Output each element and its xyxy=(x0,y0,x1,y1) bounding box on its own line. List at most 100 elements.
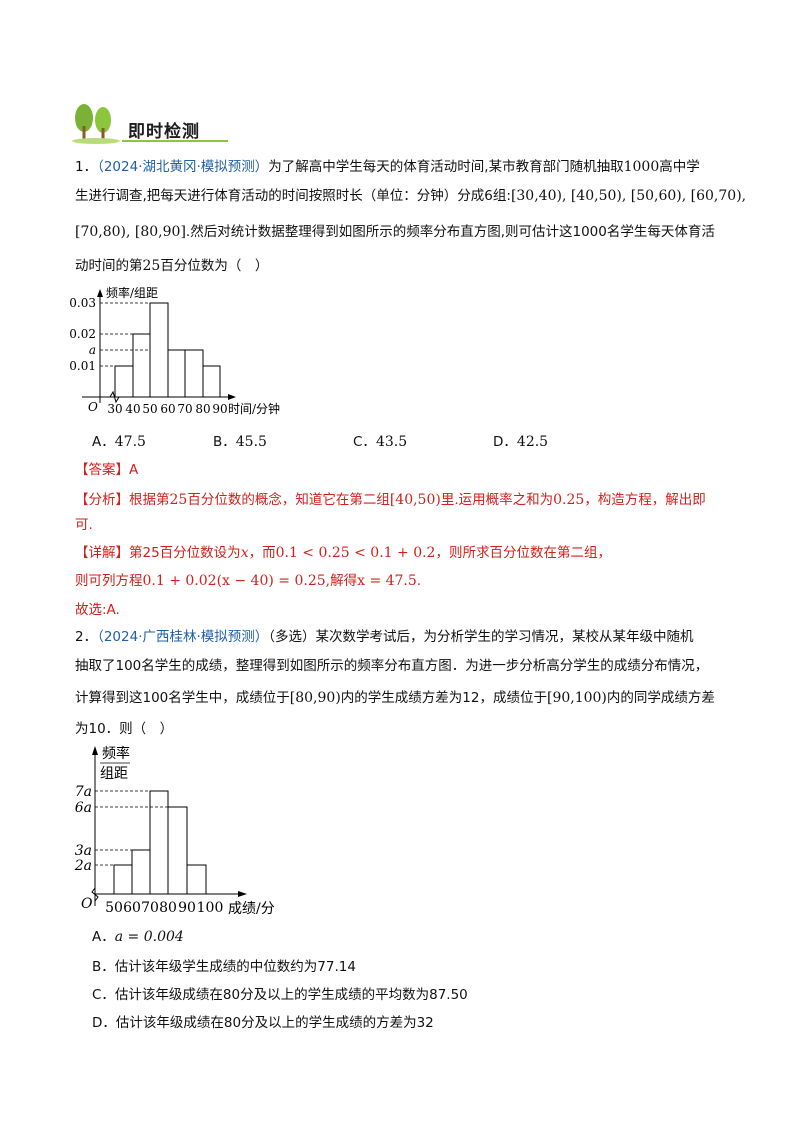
q2-bar-80-90 xyxy=(167,806,188,895)
q2-ytick: 2a xyxy=(74,858,92,874)
q2-bar-50-60 xyxy=(113,864,133,895)
q2-option-c[interactable]: C．估计该年级成绩在80分及以上的学生成绩的平均数为87.50 xyxy=(92,985,468,1005)
banner-title: 即时检测 xyxy=(128,122,200,142)
detail-text: 则可列方程 xyxy=(75,573,143,589)
option-value: 43.5 xyxy=(375,434,408,450)
q1-number: 1． xyxy=(75,159,98,175)
option-value: 47.5 xyxy=(114,434,146,450)
option-label: B． xyxy=(92,959,115,975)
q2-option-a[interactable]: A．a = 0.004 xyxy=(92,927,184,947)
detail-text: . xyxy=(416,573,422,589)
q2-xtick: 90 xyxy=(178,900,196,916)
q2-histogram: 频率 组距 7a 6a 3a 2a O 50 60 70 80 90 100 成… xyxy=(74,745,275,917)
q1-option-a[interactable]: A．47.5 xyxy=(92,432,146,452)
q1-origin: O xyxy=(88,400,98,414)
detail-text: 解得 xyxy=(330,573,358,589)
q1-y-axis-label: 频率/组距 xyxy=(106,285,158,300)
analysis-text: 百分位数的概念，知道它在第二组 xyxy=(187,492,390,508)
option-label: B． xyxy=(213,434,236,450)
q1-bar-70-80 xyxy=(184,349,204,398)
q1-answer: 【答案】A xyxy=(75,460,138,480)
q1-histogram: 频率/组距 0.03 0.02 a 0.01 O 30 40 50 60 70 … xyxy=(70,285,280,416)
q1-option-c[interactable]: C．43.5 xyxy=(353,432,407,452)
answer-value: A xyxy=(129,462,139,478)
detail-math: 0.1 + 0.02(x − 40) = 0.25, xyxy=(142,573,331,589)
q1-xtick: 60 xyxy=(160,402,175,416)
q1-choose: 故选:A. xyxy=(75,602,120,618)
analysis-text: ，构造方程，解出即 xyxy=(584,492,706,508)
q2-ytick: 7a xyxy=(75,784,92,800)
q1-ytick: a xyxy=(89,343,96,357)
q2-bar-90-100 xyxy=(186,864,207,895)
q1-option-b[interactable]: B．45.5 xyxy=(213,432,267,452)
q1-xtick: 40 xyxy=(125,402,140,416)
q1-line2: 生进行调查,把每天进行体育活动的时间按照时长（单位：分钟）分成6组:[30,40… xyxy=(75,186,746,206)
q2-bar-60-70 xyxy=(131,849,151,895)
q1-ytick: 0.02 xyxy=(70,327,96,341)
q1-option-d[interactable]: D．42.5 xyxy=(493,432,548,452)
q1-intervals: [70,80), [80,90] xyxy=(75,224,186,240)
q1-line3: [70,80), [80,90].然后对统计数据整理得到如图所示的频率分布直方图… xyxy=(75,222,715,242)
q1-xtick: 30 xyxy=(107,402,122,416)
q1-text: .然后对统计数据整理得到如图所示的频率分布直方图,则可估计这1000名学生每天体… xyxy=(185,224,715,240)
q1-bar-60-70 xyxy=(167,349,186,398)
q2-line3: 计算得到这100名学生中，成绩位于[80,90)内的学生成绩方差为12，成绩位于… xyxy=(75,688,715,708)
q1-xtick: 70 xyxy=(177,402,192,416)
option-value: 45.5 xyxy=(235,434,267,450)
q2-option-b[interactable]: B．估计该年级学生成绩的中位数约为77.14 xyxy=(92,957,356,977)
q1-bar-50-60 xyxy=(149,302,169,398)
q1-text: 为了解高中学生每天的体育活动时间,某市教育部门随机抽取 xyxy=(268,159,624,175)
section-banner: 即时检测 xyxy=(70,100,230,144)
analysis-label: 【分析】 xyxy=(75,492,129,508)
detail-label: 【详解】 xyxy=(75,545,129,561)
q2-y-label-bottom: 组距 xyxy=(100,766,128,782)
q2-text: 内的学生成绩方差为12，成绩位于 xyxy=(340,690,547,706)
analysis-text: 里.运用概率之和为 xyxy=(440,492,554,508)
q2-text: 计算得到这100名学生中，成绩位于 xyxy=(75,690,290,706)
q1-line4: 动时间的第25百分位数为（ ） xyxy=(75,256,268,276)
q1-detail-line1: 【详解】第25百分位数设为x，而0.1 < 0.25 < 0.1 + 0.2，则… xyxy=(75,543,611,563)
q1-intervals: [30,40), [40,50), [50,60), [60,70), xyxy=(510,188,747,204)
q1-percentile: 25 xyxy=(142,258,161,274)
option-value: 估计该年级学生成绩的中位数约为77.14 xyxy=(114,959,356,975)
option-label: D． xyxy=(493,434,517,450)
analysis-text: 根据第 xyxy=(129,492,170,508)
q1-analysis-line2: 可. xyxy=(75,517,93,533)
q1-xtick: 90 xyxy=(212,402,227,416)
q2-line1: 2．（2024·广西桂林·模拟预测）（多选）某次数学考试后，为分析学生的学习情况… xyxy=(75,627,694,647)
q2-ytick: 3a xyxy=(75,843,92,859)
detail-math: x xyxy=(240,545,249,561)
detail-text: ，而 xyxy=(248,545,276,561)
q2-text: 内的同学成绩方差 xyxy=(606,690,715,706)
q1-sample-size: 1000 xyxy=(623,159,660,175)
q2-interval: [80,90) xyxy=(289,690,341,706)
option-label: D． xyxy=(92,1015,116,1031)
option-label: C． xyxy=(92,987,115,1003)
q2-xtick: 80 xyxy=(159,900,177,916)
q2-interval: [90,100) xyxy=(546,690,607,706)
answer-label: 【答案】 xyxy=(75,462,129,478)
q1-ytick: 0.01 xyxy=(70,359,96,373)
banner-underline xyxy=(122,140,228,142)
analysis-math: 25 xyxy=(169,492,188,508)
q2-xtick: 100 xyxy=(197,900,224,916)
q1-bar-40-50 xyxy=(132,333,151,398)
q1-line1: 1．（2024·湖北黄冈·模拟预测）为了解高中学生每天的体育活动时间,某市教育部… xyxy=(75,157,700,177)
q2-y-label-top: 频率 xyxy=(102,745,130,762)
q2-option-d[interactable]: D．估计该年级成绩在80分及以上的学生成绩的方差为32 xyxy=(92,1013,434,1033)
q2-x-axis-label: 成绩/分 xyxy=(228,901,275,917)
q1-x-axis-label: 时间/分钟 xyxy=(228,401,280,416)
q2-line2: 抽取了100名学生的成绩，整理得到如图所示的频率分布直方图．为进一步分析高分学生… xyxy=(75,658,709,674)
q2-ytick: 6a xyxy=(75,800,92,816)
q1-bar-30-40 xyxy=(114,365,134,398)
q1-ytick: 0.03 xyxy=(70,296,96,310)
q1-text: 动时间的第 xyxy=(75,258,143,274)
q1-detail-line2: 则可列方程0.1 + 0.02(x − 40) = 0.25,解得x = 47.… xyxy=(75,571,421,591)
q2-source: （2024·广西桂林·模拟预测） xyxy=(97,629,269,645)
option-label: A． xyxy=(92,434,115,450)
q2-origin: O xyxy=(81,896,93,912)
option-value: a = 0.004 xyxy=(114,929,184,945)
q1-text: 生进行调查,把每天进行体育活动的时间按照时长（单位：分钟）分成6组: xyxy=(75,188,511,204)
q2-xtick: 50 xyxy=(105,900,123,916)
q1-analysis-line1: 【分析】根据第25百分位数的概念，知道它在第二组[40,50)里.运用概率之和为… xyxy=(75,490,706,510)
